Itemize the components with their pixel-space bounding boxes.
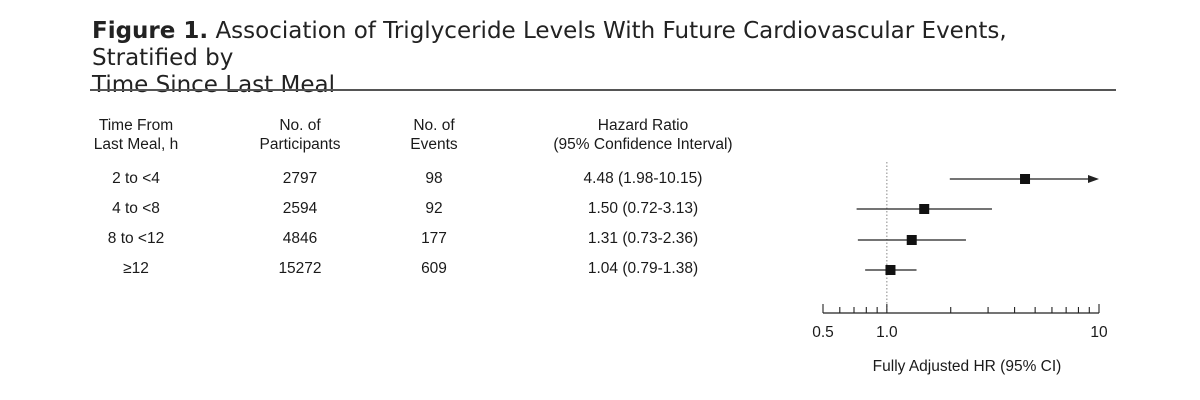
figure-title-line1: Association of Triglyceride Levels With … [92, 18, 1007, 71]
cell-participants: 2594 [282, 200, 318, 217]
cell-hazard-ratio: 4.48 (1.98-10.15) [583, 170, 703, 187]
header-no-of-events: No. of Events [410, 117, 458, 153]
cell-events: 177 [421, 230, 447, 247]
figure-title-line2: Time Since Last Meal [92, 72, 335, 98]
hazard-ratio-marker [885, 265, 896, 275]
cell-time: ≥12 [123, 260, 149, 277]
cell-events: 609 [421, 260, 447, 277]
cell-participants: 15272 [278, 260, 322, 277]
cell-events: 98 [425, 170, 443, 187]
figure-label: Figure 1. [92, 18, 209, 44]
cell-time: 8 to <12 [107, 230, 165, 247]
header-no-of-participants: No. of Participants [259, 117, 341, 153]
cell-participants: 4846 [282, 230, 318, 247]
cell-time: 4 to <8 [112, 200, 160, 217]
title-divider [90, 89, 1116, 91]
header-time-from-last-meal: Time From Last Meal, h [93, 117, 179, 153]
x-axis-label: Fully Adjusted HR (95% CI) [873, 358, 1062, 375]
cell-hazard-ratio: 1.50 (0.72-3.13) [587, 200, 699, 217]
cell-participants: 2797 [282, 170, 318, 187]
ci-arrow [1088, 175, 1099, 183]
cell-time: 2 to <4 [112, 170, 160, 187]
hazard-ratio-marker [919, 204, 930, 214]
hazard-ratio-marker [906, 235, 917, 245]
figure-title: Figure 1. Association of Triglyceride Le… [92, 18, 1102, 99]
x-tick-label: 0.5 [812, 324, 834, 341]
cell-events: 92 [425, 200, 443, 217]
hazard-ratio-marker [1020, 174, 1031, 184]
x-tick-label: 1.0 [876, 324, 898, 341]
cell-hazard-ratio: 1.31 (0.73-2.36) [587, 230, 699, 247]
header-hazard-ratio: Hazard Ratio (95% Confidence Interval) [553, 117, 733, 153]
cell-hazard-ratio: 1.04 (0.79-1.38) [587, 260, 699, 277]
x-tick-label: 10 [1090, 324, 1108, 341]
